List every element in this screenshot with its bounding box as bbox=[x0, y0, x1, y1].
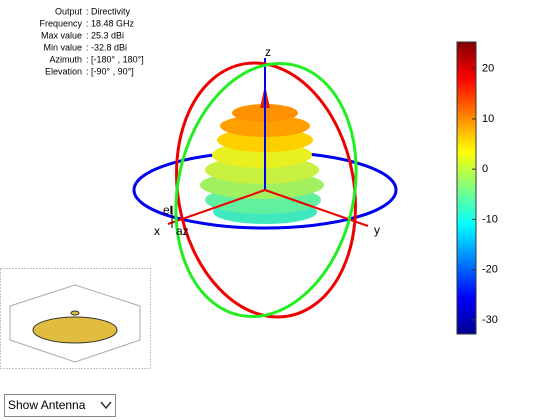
axis-label: el bbox=[163, 203, 172, 217]
axis-label: z bbox=[265, 45, 271, 59]
antenna-inset bbox=[0, 268, 151, 369]
axis-label: az bbox=[176, 224, 189, 238]
pattern-3d bbox=[132, 58, 398, 319]
colorbar-tick-label: -30 bbox=[482, 314, 498, 326]
info-value: : [-180° , 180°] bbox=[86, 54, 144, 64]
info-label: Frequency bbox=[39, 18, 82, 28]
info-label: Min value bbox=[43, 42, 82, 52]
info-label: Output bbox=[55, 6, 83, 16]
colorbar-tick-label: 20 bbox=[482, 63, 494, 75]
info-label: Azimuth bbox=[49, 54, 82, 64]
colorbar bbox=[456, 41, 477, 335]
info-value: : Directivity bbox=[86, 6, 131, 16]
info-value: : 18.48 GHz bbox=[86, 18, 135, 28]
info-label: Elevation bbox=[45, 66, 82, 76]
dropdown-box[interactable] bbox=[4, 394, 116, 417]
dropdown-text[interactable]: Show Antenna bbox=[8, 398, 86, 412]
colorbar-tick-label: 0 bbox=[482, 163, 488, 175]
axis-label: x bbox=[154, 224, 160, 238]
dropdown[interactable]: Show Antenna bbox=[4, 394, 116, 417]
info-value: : -32.8 dBi bbox=[86, 42, 127, 52]
info-value: : 25.3 dBi bbox=[86, 30, 124, 40]
info-value: : [-90° , 90°] bbox=[86, 66, 134, 76]
axis-label: y bbox=[374, 223, 380, 237]
colorbar-tick-label: -10 bbox=[482, 213, 498, 225]
info-label: Max value bbox=[41, 30, 82, 40]
colorbar-tick-label: 10 bbox=[482, 113, 494, 125]
colorbar-tick-label: -20 bbox=[482, 264, 498, 276]
